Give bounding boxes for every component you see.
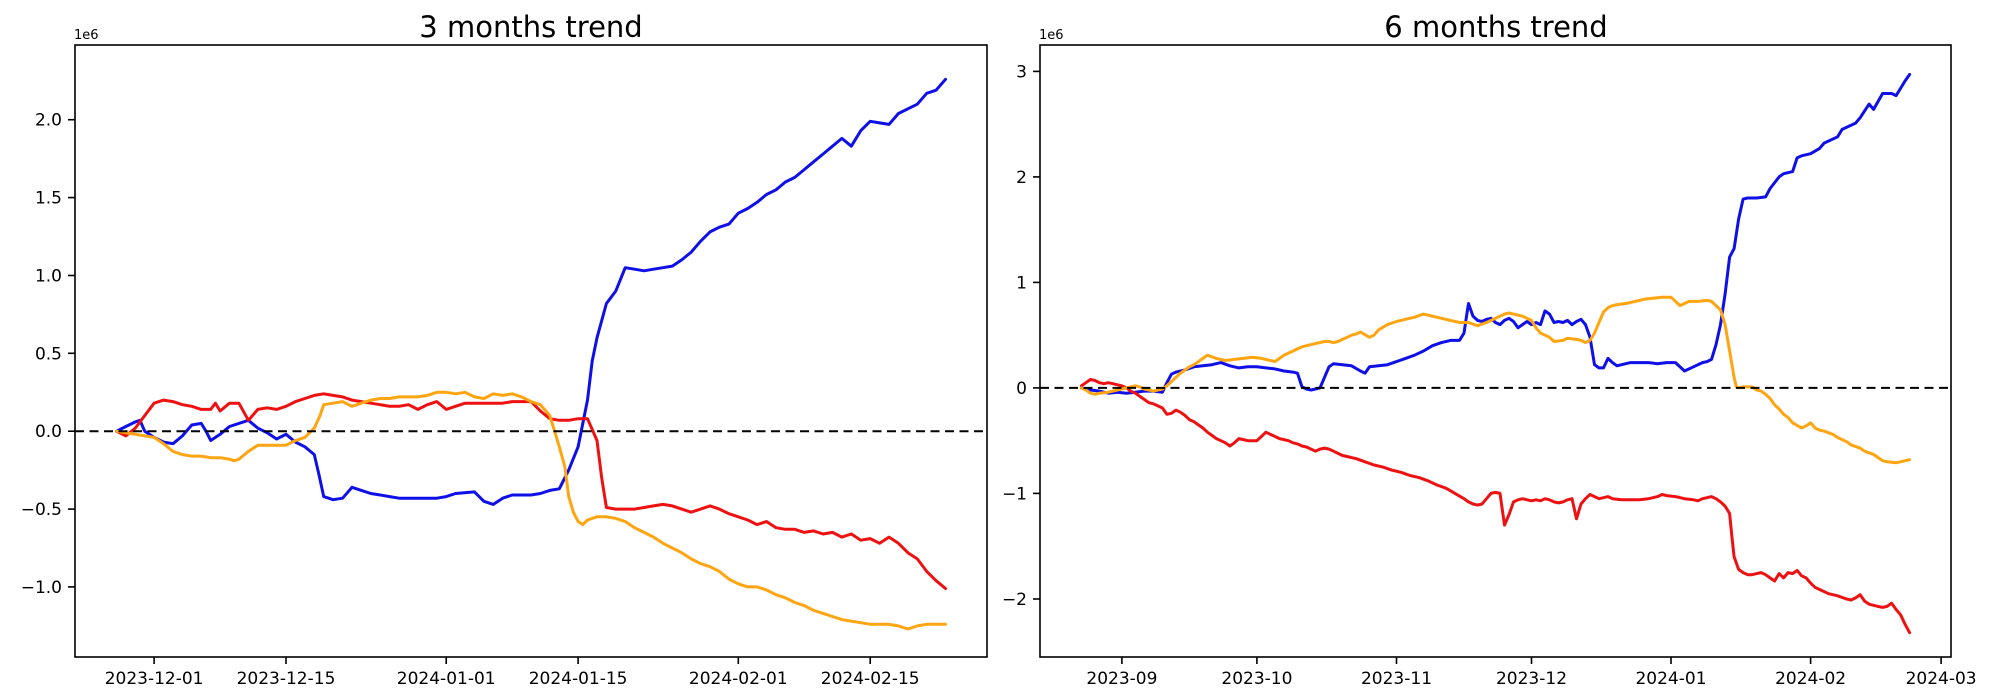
x-tick-label: 2023-11 [1361, 669, 1432, 689]
x-tick-label: 2024-02-01 [689, 669, 788, 689]
y-axis-offset-label-right: 1e6 [1039, 28, 1064, 43]
orange-series-line [115, 390, 947, 631]
blue-series-line [115, 77, 947, 506]
x-tick-label: 2023-09 [1086, 669, 1157, 689]
y-tick-label: −1 [1002, 484, 1027, 504]
y-tick-label: −0.5 [21, 500, 62, 520]
blue-series-line [1079, 73, 1912, 395]
y-tick-label: 1 [1016, 273, 1027, 293]
y-tick-label: 3 [1016, 62, 1027, 82]
y-tick-label: 2.0 [35, 111, 62, 131]
x-tick-label: 2024-03 [1906, 669, 1977, 689]
chart-title-3-months: 3 months trend [419, 10, 642, 44]
chart-title-6-months: 6 months trend [1384, 10, 1607, 44]
x-tick-label: 2023-12-01 [105, 669, 204, 689]
x-tick-label: 2024-02-15 [821, 669, 920, 689]
x-tick-label: 2024-02 [1775, 669, 1846, 689]
y-tick-label: 1.5 [35, 189, 62, 209]
plot-area-border [74, 44, 988, 658]
y-tick-label: 2 [1016, 168, 1027, 188]
chart-6-months-trend: 6 months trend 1e6 2023-09 2023-10 2023-11… [1002, 10, 1977, 689]
orange-series-line [1079, 295, 1912, 465]
y-tick-label: −1.0 [21, 578, 62, 598]
x-tick-label: 2024-01-15 [529, 669, 628, 689]
x-tick-label: 2024-01 [1635, 669, 1706, 689]
x-tick-label: 2023-10 [1221, 669, 1292, 689]
x-tick-label: 2023-12 [1496, 669, 1567, 689]
y-tick-label: 0 [1016, 379, 1027, 399]
x-tick-label: 2023-12-15 [237, 669, 336, 689]
red-series-line [1079, 378, 1912, 635]
y-tick-label: 1.0 [35, 267, 62, 287]
plot-area-border [1039, 44, 1952, 658]
chart-3-months-trend: 3 months trend 1e6 2023-12-01 2023-12-15 2… [21, 10, 988, 689]
y-tick-label: 0.5 [35, 344, 62, 364]
x-tick-label: 2024-01-01 [397, 669, 496, 689]
y-tick-label: −2 [1002, 590, 1027, 610]
y-axis-offset-label-left: 1e6 [74, 28, 99, 43]
y-tick-label: 0.0 [35, 422, 62, 442]
red-series-line [115, 392, 947, 590]
